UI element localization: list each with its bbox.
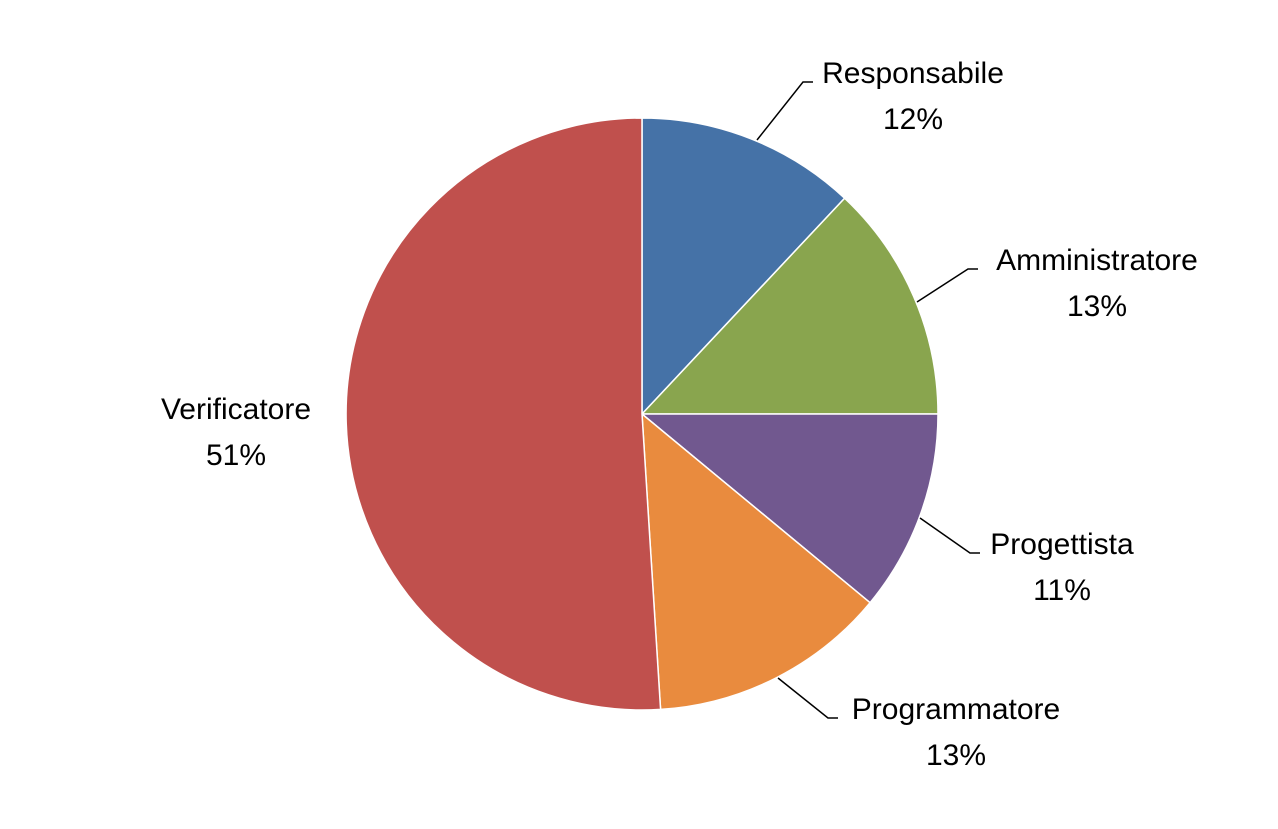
pie-slice-programmatore (641, 412, 872, 711)
leader-line-amministratore (916, 268, 978, 303)
pie-slice-verificatore (345, 117, 662, 711)
leader-line-progettista (919, 517, 980, 554)
data-label-value-amministratore: 13% (1067, 290, 1127, 323)
pie-slice-responsabile (641, 117, 846, 416)
leader-line-programmatore (777, 677, 838, 719)
pie-slice-amministratore (640, 197, 939, 415)
data-label-name-programmatore: Programmatore (852, 693, 1060, 726)
data-label-name-verificatore: Verificatore (161, 393, 311, 426)
data-label-name-amministratore: Amministratore (996, 244, 1198, 277)
data-label-value-progettista: 11% (1033, 574, 1091, 607)
pie-slice-progettista (639, 413, 939, 604)
data-label-value-verificatore: 51% (206, 439, 266, 472)
data-label-value-programmatore: 13% (926, 739, 986, 772)
leader-line-responsabile (756, 81, 813, 141)
data-labels: Responsabile 12% Amministratore 13% Progetti… (161, 57, 1198, 772)
data-label-name-responsabile: Responsabile (822, 57, 1004, 90)
data-label-value-responsabile: 12% (883, 103, 943, 136)
data-label-name-progettista: Progettista (990, 528, 1134, 561)
leader-lines (756, 81, 980, 719)
pie-slices (345, 117, 939, 711)
